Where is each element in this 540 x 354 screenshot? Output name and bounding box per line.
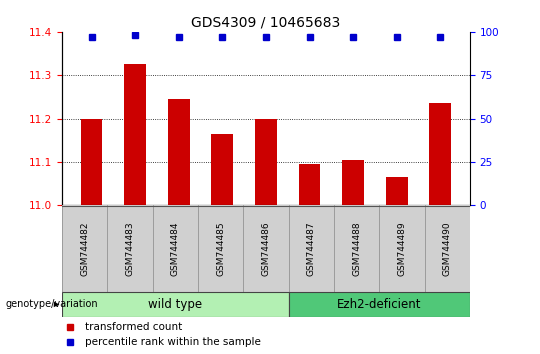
Bar <box>255 119 277 205</box>
Bar <box>288 292 470 317</box>
Text: GSM744483: GSM744483 <box>126 221 134 276</box>
Text: GSM744484: GSM744484 <box>171 222 180 276</box>
Bar <box>168 99 190 205</box>
Bar <box>386 177 408 205</box>
Text: GSM744485: GSM744485 <box>216 221 225 276</box>
Text: GSM744486: GSM744486 <box>261 221 271 276</box>
Bar <box>299 164 320 205</box>
Bar <box>80 119 103 205</box>
Bar <box>429 103 451 205</box>
Text: wild type: wild type <box>148 298 202 311</box>
Text: genotype/variation: genotype/variation <box>5 299 98 309</box>
Text: transformed count: transformed count <box>85 321 182 332</box>
Text: GSM744490: GSM744490 <box>443 221 451 276</box>
Bar <box>124 64 146 205</box>
Text: percentile rank within the sample: percentile rank within the sample <box>85 337 260 348</box>
Text: GSM744487: GSM744487 <box>307 221 316 276</box>
Text: GSM744488: GSM744488 <box>352 221 361 276</box>
Text: GSM744482: GSM744482 <box>80 222 89 276</box>
Bar <box>342 160 364 205</box>
Title: GDS4309 / 10465683: GDS4309 / 10465683 <box>191 15 341 29</box>
Text: GSM744489: GSM744489 <box>397 221 406 276</box>
Text: Ezh2-deficient: Ezh2-deficient <box>337 298 421 311</box>
Bar <box>212 134 233 205</box>
Bar <box>62 292 288 317</box>
